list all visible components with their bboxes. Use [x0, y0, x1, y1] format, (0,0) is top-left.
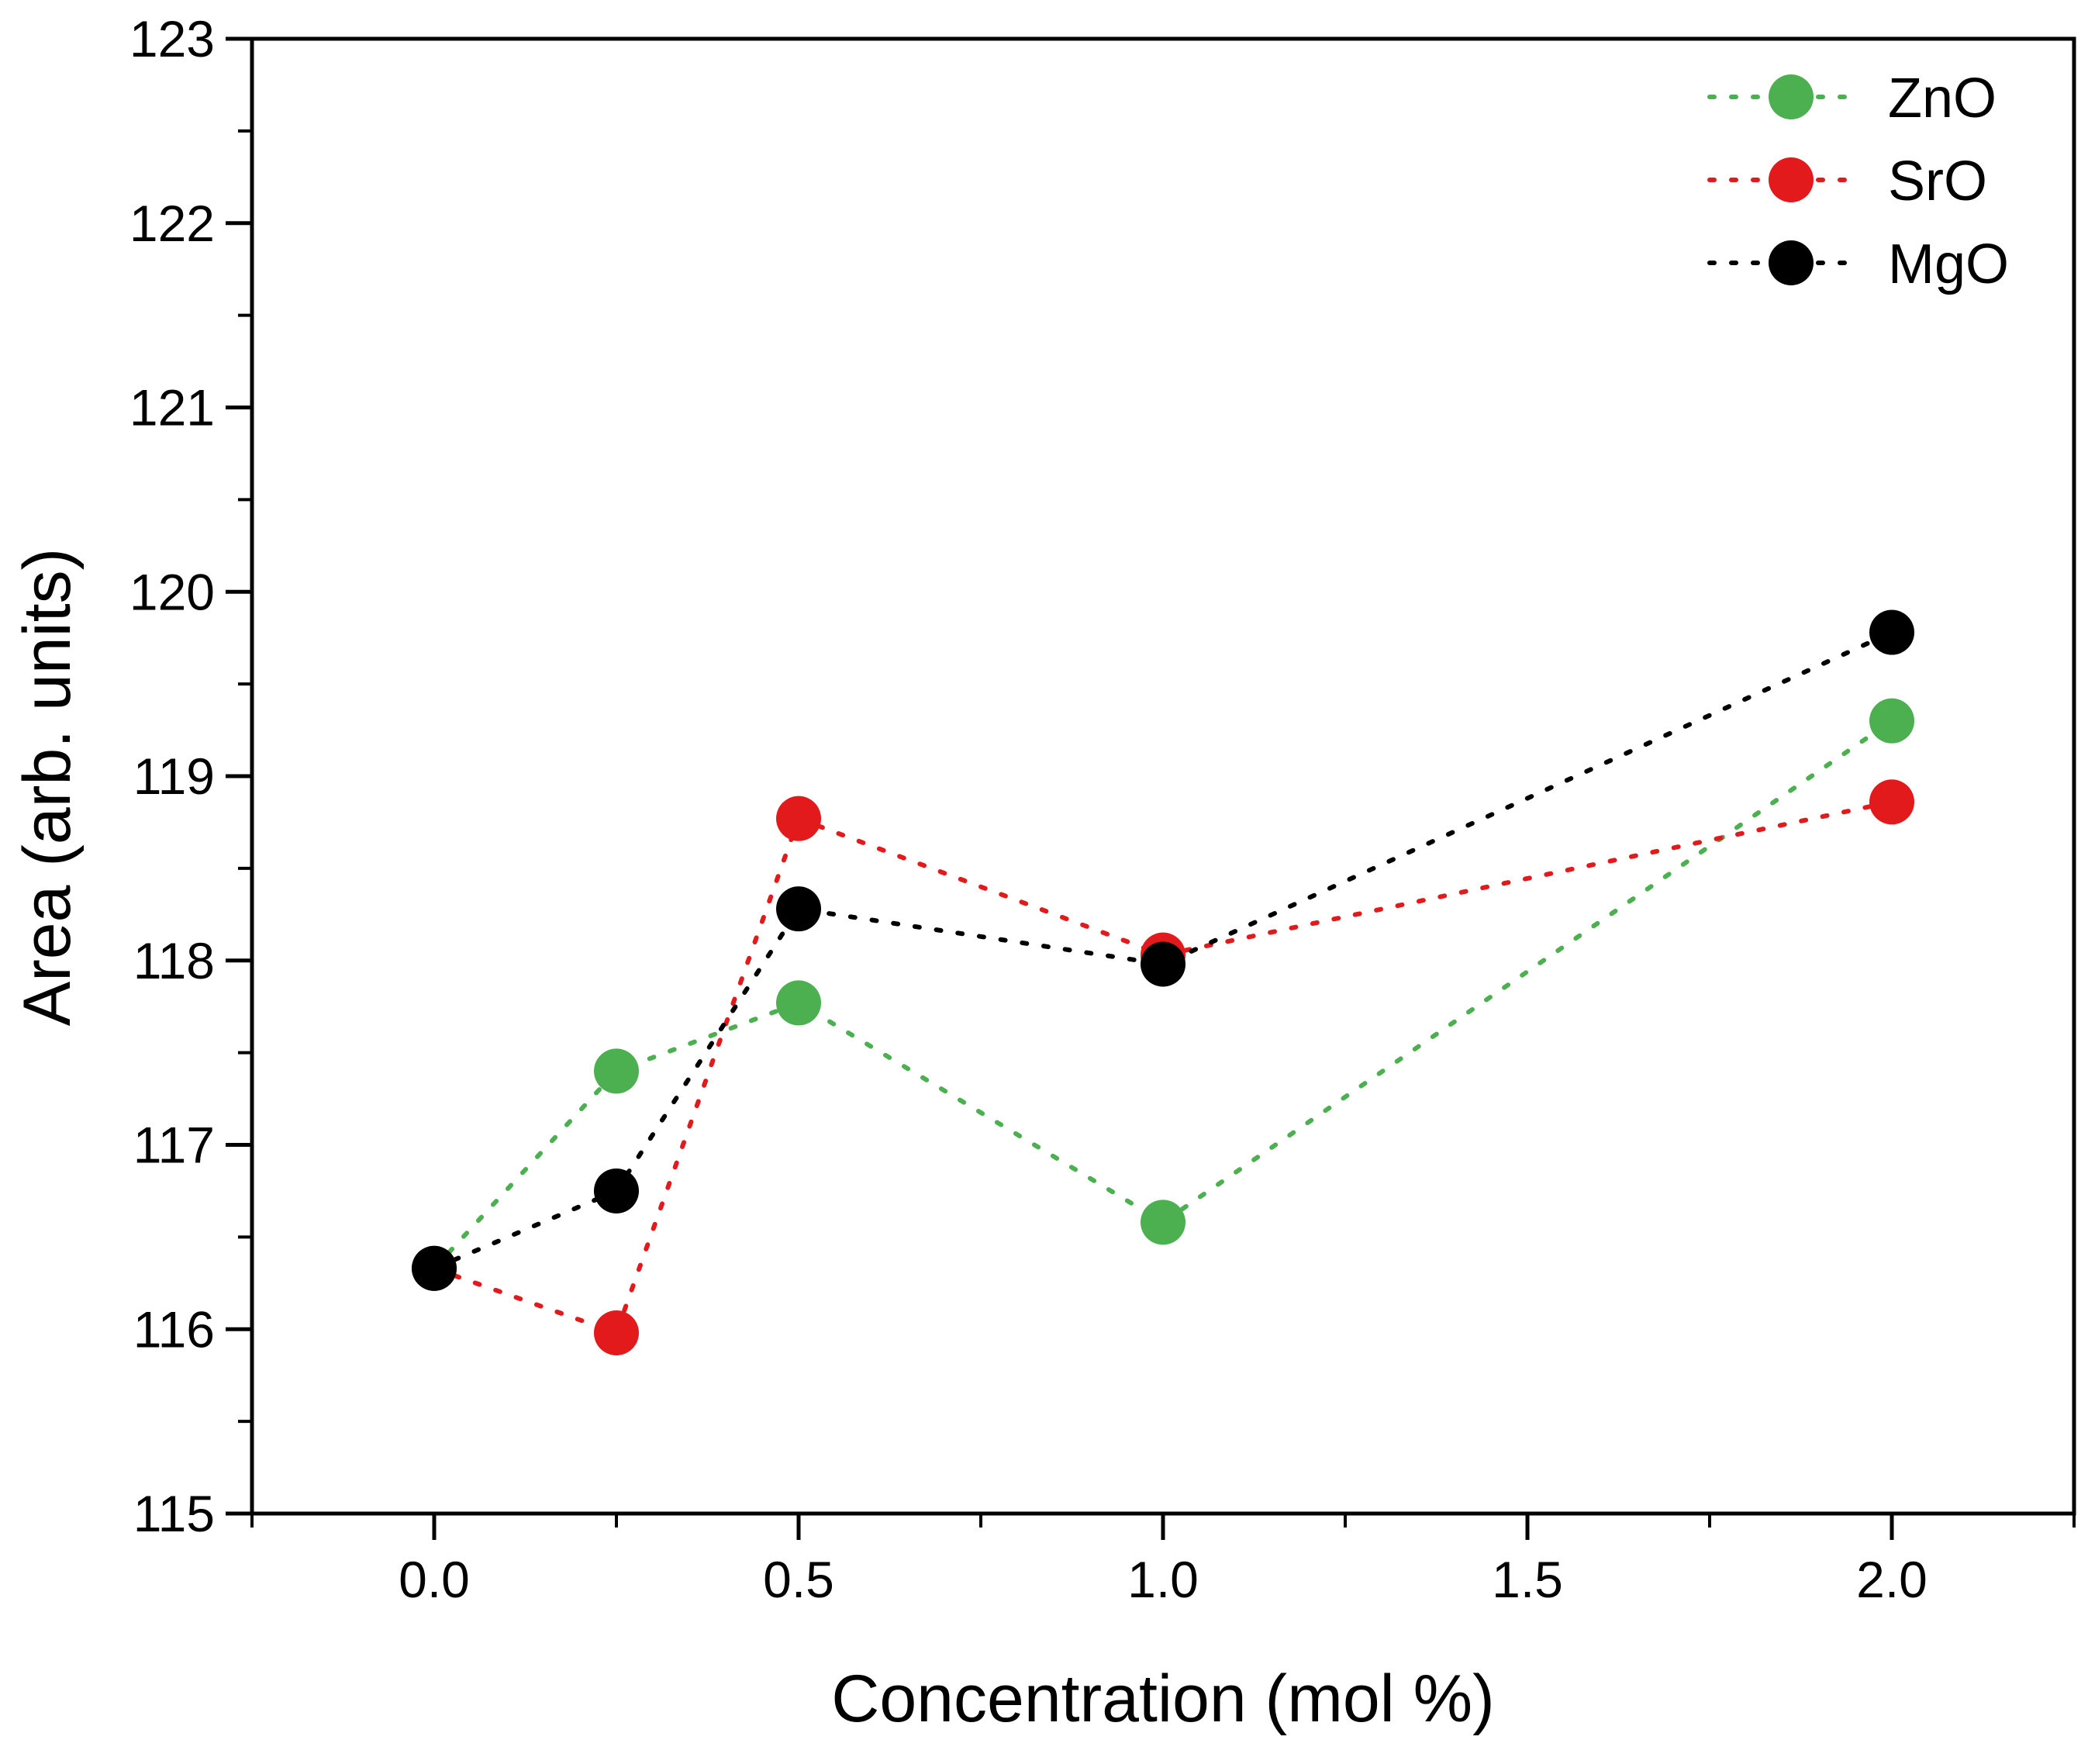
x-tick-label: 1.0 — [1127, 1551, 1199, 1608]
data-point-mgo — [776, 886, 821, 932]
y-tick-label: 121 — [129, 379, 215, 437]
data-point-zno — [776, 980, 821, 1026]
x-tick-label: 0.0 — [399, 1551, 470, 1608]
data-point-sro — [594, 1310, 639, 1356]
y-tick-label: 120 — [129, 563, 215, 620]
legend-marker-mgo — [1769, 240, 1814, 285]
data-point-mgo — [1141, 941, 1186, 987]
legend-label-mgo: MgO — [1888, 233, 2009, 295]
x-tick-label: 1.5 — [1492, 1551, 1563, 1608]
data-point-zno — [594, 1048, 639, 1094]
x-tick-label: 2.0 — [1856, 1551, 1928, 1608]
data-point-mgo — [412, 1245, 457, 1291]
y-tick-label: 123 — [129, 10, 215, 67]
x-tick-label: 0.5 — [763, 1551, 834, 1608]
y-tick-label: 118 — [133, 932, 215, 989]
data-point-mgo — [594, 1168, 639, 1213]
data-point-sro — [1869, 779, 1914, 825]
series-line-zno — [432, 718, 1894, 1271]
data-point-zno — [1869, 698, 1914, 744]
y-axis-title: Area (arb. units) — [10, 548, 85, 1027]
y-tick-label: 117 — [133, 1117, 215, 1174]
legend-marker-zno — [1769, 74, 1814, 119]
data-point-sro — [776, 796, 821, 841]
data-point-zno — [1141, 1200, 1186, 1245]
series-line-sro — [432, 799, 1894, 1336]
legend-label-sro: SrO — [1888, 150, 1987, 212]
y-tick-label: 116 — [133, 1300, 215, 1358]
data-point-mgo — [1869, 609, 1914, 655]
y-tick-label: 122 — [129, 195, 215, 252]
x-axis-title: Concentration (mol %) — [831, 1662, 1495, 1736]
y-tick-label: 119 — [133, 747, 215, 805]
legend-label-zno: ZnO — [1888, 67, 1997, 129]
series-line-mgo — [432, 630, 1894, 1271]
legend-marker-sro — [1769, 157, 1814, 202]
y-tick-label: 115 — [133, 1485, 215, 1542]
